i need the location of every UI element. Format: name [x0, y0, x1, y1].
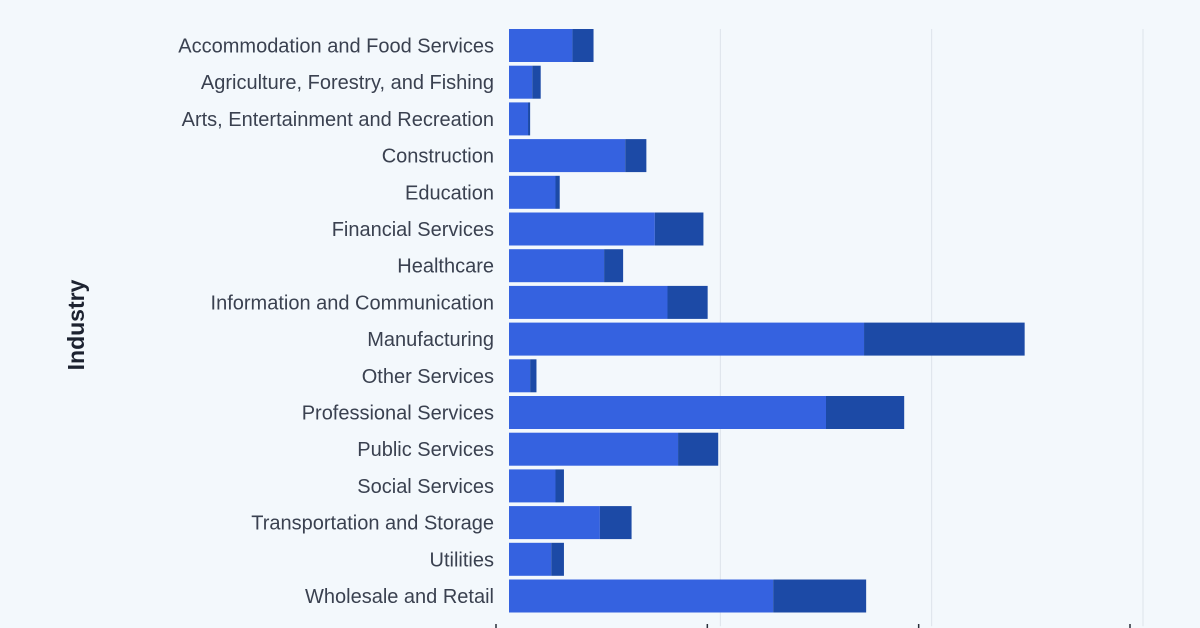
bar-segment-1: [509, 579, 774, 613]
bar-segment-2: [773, 579, 867, 613]
bar-segment-1: [509, 322, 865, 356]
category-label: Agriculture, Forestry, and Fishing: [201, 72, 494, 94]
bar-segment-2: [667, 285, 708, 319]
bar-segment-2: [604, 249, 624, 283]
bar-segment-2: [599, 506, 632, 540]
bar-segment-2: [555, 175, 560, 209]
bar-segment-2: [555, 469, 564, 503]
category-label: Social Services: [357, 476, 494, 498]
bar-segment-1: [509, 65, 533, 99]
category-label: Utilities: [430, 549, 494, 571]
category-label: Arts, Entertainment and Recreation: [182, 109, 494, 131]
labels-layer: Accommodation and Food Services Agricultu…: [178, 36, 494, 609]
bar-segment-2: [625, 139, 647, 173]
category-label: Information and Communication: [211, 292, 494, 314]
category-label: Financial Services: [332, 219, 494, 241]
bar-segment-1: [509, 139, 626, 173]
category-label: Wholesale and Retail: [305, 586, 494, 608]
bar-segment-1: [509, 432, 679, 466]
category-label: Transportation and Storage: [251, 513, 494, 535]
bar-segment-2: [551, 542, 564, 576]
bar-segment-2: [572, 29, 594, 62]
bar-segment-2: [532, 65, 541, 99]
category-label: Manufacturing: [367, 329, 494, 351]
bar-segment-1: [509, 359, 531, 393]
category-label: Public Services: [357, 439, 494, 461]
y-axis-title: Industry: [63, 279, 89, 370]
bar-segment-1: [509, 102, 529, 136]
bar-segment-2: [864, 322, 1025, 356]
bar-segment-2: [826, 396, 905, 429]
bar-segment-2: [530, 359, 537, 393]
category-label: Professional Services: [302, 403, 494, 425]
bars-layer: [509, 29, 1025, 613]
bar-segment-1: [509, 249, 605, 283]
bar-segment-1: [509, 469, 556, 503]
category-label: Accommodation and Food Services: [178, 36, 494, 58]
bar-segment-1: [509, 396, 826, 429]
bar-segment-2: [678, 432, 719, 466]
category-label: Other Services: [362, 366, 494, 388]
bar-segment-1: [509, 212, 655, 246]
bar-segment-1: [509, 506, 600, 540]
bar-segment-1: [509, 542, 552, 576]
bar-segment-1: [509, 175, 556, 209]
bar-segment-2: [528, 102, 531, 136]
category-label: Healthcare: [397, 256, 494, 278]
bar-segment-1: [509, 285, 668, 319]
category-label: Education: [405, 182, 494, 204]
category-label: Construction: [382, 146, 494, 168]
bar-segment-2: [654, 212, 704, 246]
bar-segment-1: [509, 29, 573, 62]
